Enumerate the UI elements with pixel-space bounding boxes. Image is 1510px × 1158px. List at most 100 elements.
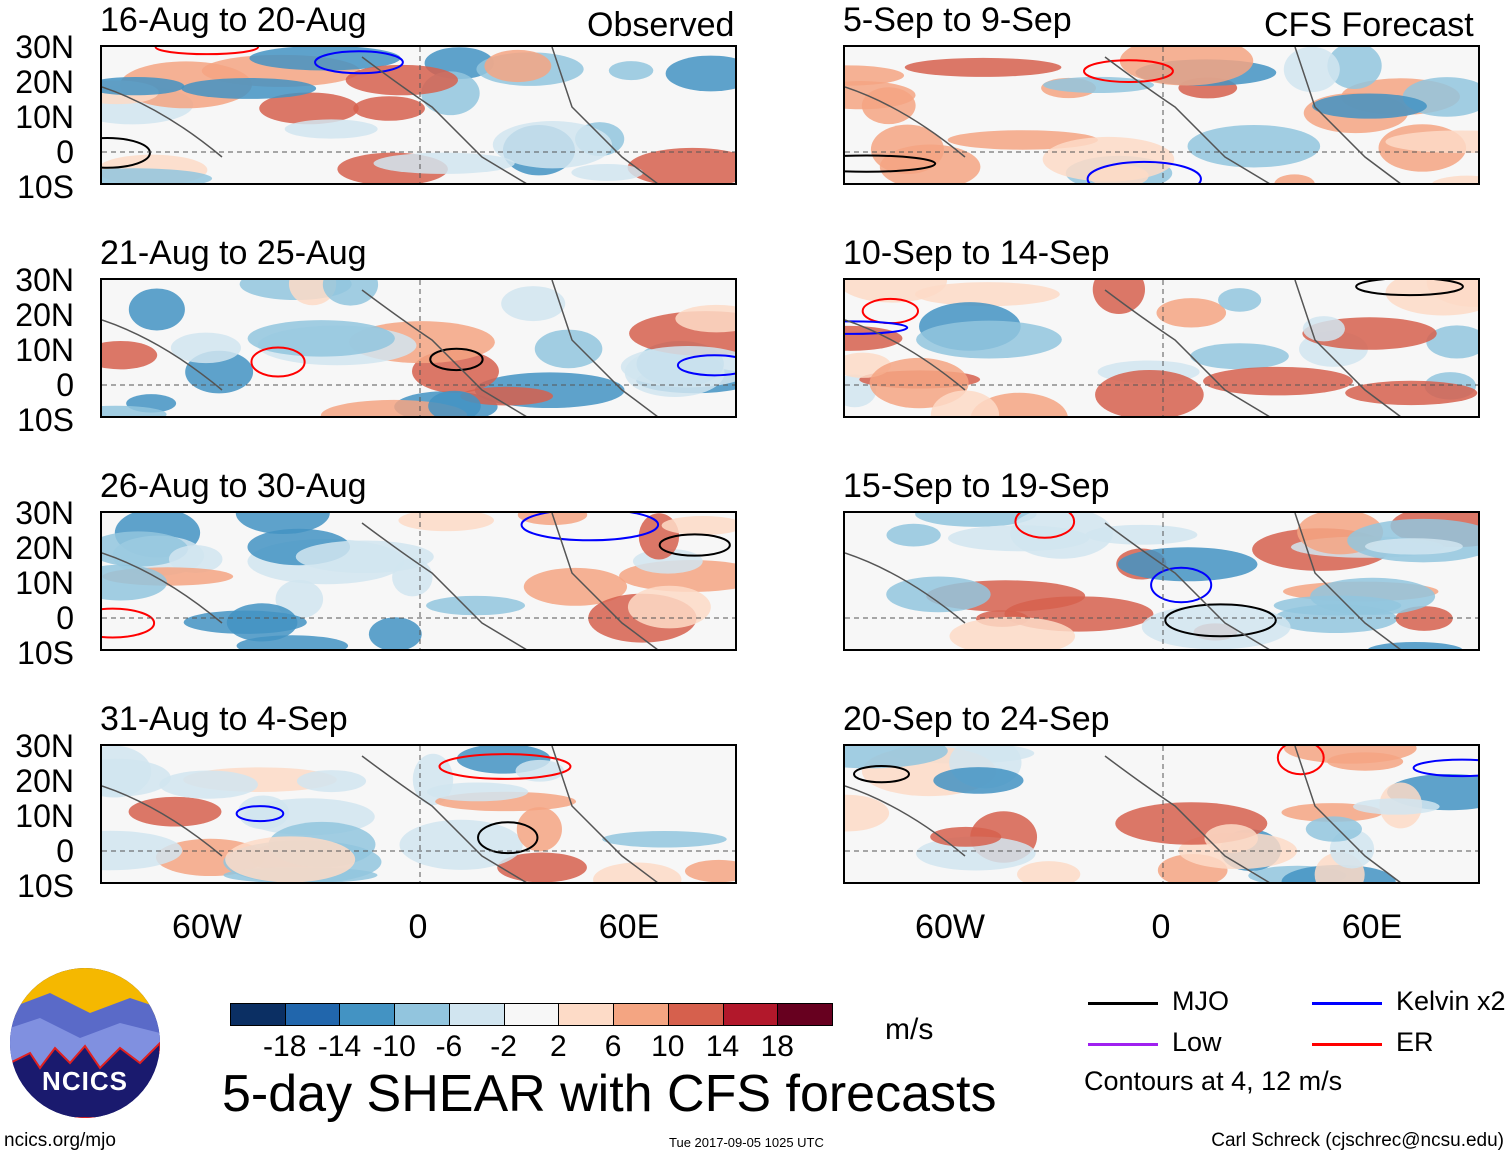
panel-title: 31-Aug to 4-Sep bbox=[100, 700, 348, 738]
footer-url: ncics.org/mjo bbox=[4, 1130, 116, 1151]
y-tick-label: 0 bbox=[56, 600, 74, 636]
wave-contour bbox=[154, 47, 260, 56]
colorbar-label: 2 bbox=[550, 1030, 567, 1063]
shear-anomaly-blob bbox=[484, 49, 552, 83]
colorbar-label: 18 bbox=[760, 1030, 794, 1063]
shear-anomaly-blob bbox=[102, 168, 213, 183]
shear-anomaly-blob bbox=[665, 55, 735, 92]
legend-line bbox=[1088, 1043, 1158, 1046]
shear-anomaly-blob bbox=[159, 770, 258, 799]
colorbar-swatch bbox=[558, 1003, 615, 1026]
colorbar-swatch bbox=[230, 1003, 286, 1026]
colorbar-swatch bbox=[722, 1003, 779, 1026]
wave-contour bbox=[1086, 160, 1202, 183]
shear-anomaly-blob bbox=[225, 836, 356, 882]
shear-anomaly-blob bbox=[1119, 47, 1254, 86]
shear-anomaly-blob bbox=[1327, 47, 1382, 89]
x-tick-label: 0 bbox=[1151, 908, 1171, 946]
shear-anomaly-blob bbox=[1364, 538, 1463, 555]
shear-anomaly-blob bbox=[1218, 288, 1262, 312]
panel-title: 15-Sep to 19-Sep bbox=[843, 467, 1110, 505]
wave-contour bbox=[853, 764, 910, 784]
legend-line bbox=[1088, 1002, 1158, 1005]
shear-anomaly-blob bbox=[879, 144, 981, 183]
shear-anomaly-blob bbox=[1203, 366, 1353, 396]
panel-title: 10-Sep to 14-Sep bbox=[843, 234, 1110, 272]
wave-contour bbox=[861, 297, 919, 325]
panel-title: 21-Aug to 25-Aug bbox=[100, 234, 367, 272]
y-tick-label: 10N bbox=[15, 798, 74, 834]
shear-anomaly-blob bbox=[1043, 76, 1155, 93]
shear-anomaly-blob bbox=[1017, 861, 1081, 882]
shear-anomaly-blob bbox=[170, 332, 241, 364]
coastline bbox=[845, 746, 1401, 882]
y-tick-label: 20N bbox=[15, 530, 74, 566]
shear-anomaly-blob bbox=[373, 152, 515, 174]
colorbar-label: -2 bbox=[490, 1030, 517, 1063]
shear-anomaly-blob bbox=[168, 545, 223, 573]
y-tick-label: 20N bbox=[15, 297, 74, 333]
observed-header: Observed bbox=[587, 6, 735, 44]
shear-anomaly-blob bbox=[516, 807, 562, 852]
shear-anomaly-blob bbox=[1327, 752, 1404, 771]
shear-map-panel bbox=[843, 511, 1480, 651]
y-tick-label: 0 bbox=[56, 833, 74, 869]
shear-anomaly-blob bbox=[845, 81, 916, 110]
shear-anomaly-blob bbox=[1426, 325, 1478, 359]
x-tick-label: 60W bbox=[915, 908, 985, 946]
wave-contour bbox=[1014, 513, 1076, 539]
shear-anomaly-blob bbox=[1187, 124, 1321, 168]
colorbar-label: 10 bbox=[651, 1030, 685, 1063]
shear-anomaly-blob bbox=[845, 65, 905, 86]
shear-anomaly-blob bbox=[426, 595, 526, 616]
shear-anomaly-blob bbox=[284, 119, 378, 139]
shear-anomaly-blob bbox=[1426, 280, 1478, 307]
wave-contour bbox=[429, 347, 484, 372]
shear-anomaly-blob bbox=[1095, 369, 1204, 416]
colorbar-label: -6 bbox=[435, 1030, 463, 1063]
y-tick-label: 20N bbox=[15, 763, 74, 799]
coastline bbox=[102, 47, 658, 183]
shear-anomaly-blob bbox=[915, 513, 1037, 527]
shear-anomaly-blob bbox=[1141, 604, 1291, 649]
wave-contour bbox=[845, 154, 937, 173]
panel-title: 20-Sep to 24-Sep bbox=[843, 700, 1110, 738]
shear-anomaly-blob bbox=[501, 286, 566, 322]
figure-title: 5-day SHEAR with CFS forecasts bbox=[222, 1065, 997, 1123]
shear-anomaly-blob bbox=[869, 357, 969, 409]
wave-contour bbox=[1164, 603, 1277, 638]
ncics-logo: NCICS bbox=[10, 968, 160, 1118]
colorbar-swatch bbox=[394, 1003, 450, 1026]
colorbar-label: -18 bbox=[263, 1030, 307, 1063]
wave-contour bbox=[520, 513, 660, 542]
shear-anomaly-blob bbox=[259, 92, 359, 125]
shear-anomaly-blob bbox=[1310, 577, 1436, 615]
wave-contour bbox=[658, 533, 731, 557]
y-tick-label: 30N bbox=[15, 29, 74, 65]
x-tick-label: 0 bbox=[408, 908, 428, 946]
colorbar-swatch bbox=[777, 1003, 833, 1026]
contour-note: Contours at 4, 12 m/s bbox=[1084, 1066, 1343, 1096]
coastline bbox=[845, 47, 1401, 183]
shear-anomaly-blob bbox=[571, 164, 644, 181]
coastline bbox=[102, 746, 658, 882]
legend-line bbox=[1312, 1043, 1382, 1046]
wave-contour bbox=[102, 137, 151, 169]
footer-author: Carl Schreck (cjschrec@ncsu.edu) bbox=[1211, 1130, 1504, 1151]
shear-anomaly-blob bbox=[845, 280, 948, 303]
shear-anomaly-blob bbox=[1117, 547, 1258, 582]
shear-anomaly-blob bbox=[593, 862, 682, 882]
shear-anomaly-blob bbox=[949, 616, 1076, 649]
wave-contour bbox=[477, 821, 539, 855]
shear-anomaly-blob bbox=[249, 47, 401, 71]
panel-title: 5-Sep to 9-Sep bbox=[843, 1, 1072, 39]
shear-anomaly-blob bbox=[1204, 824, 1258, 853]
shear-anomaly-blob bbox=[1283, 47, 1340, 93]
y-tick-label: 10S bbox=[17, 169, 74, 205]
shear-map-panel bbox=[843, 45, 1480, 185]
shear-map-panel bbox=[100, 45, 737, 185]
shear-anomaly-blob bbox=[534, 329, 603, 369]
legend-label: ER bbox=[1396, 1027, 1434, 1057]
colorbar-swatch bbox=[667, 1003, 724, 1026]
legend-line bbox=[1312, 1002, 1382, 1005]
